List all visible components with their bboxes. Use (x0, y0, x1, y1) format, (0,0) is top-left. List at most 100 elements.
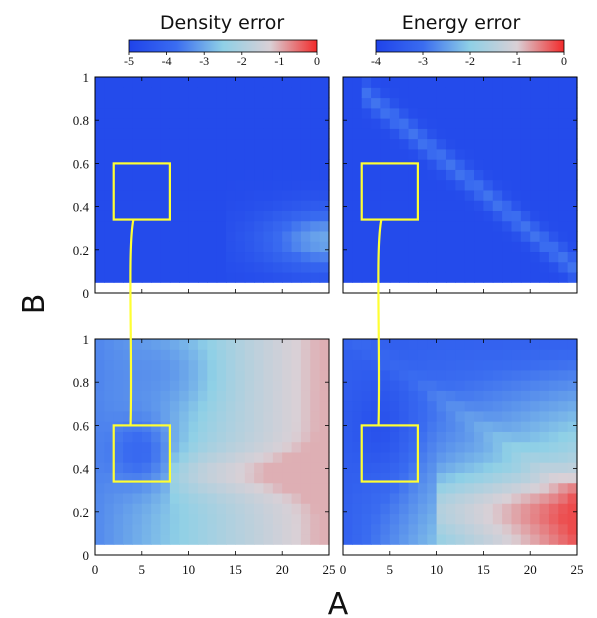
heatmap-cell (464, 210, 475, 222)
heatmap-cell (399, 210, 410, 222)
heatmap-cell (169, 169, 180, 181)
heatmap-cell (207, 210, 218, 222)
heatmap-cell (399, 138, 410, 150)
heatmap-cell (427, 271, 438, 283)
heatmap-cell (427, 441, 438, 453)
heatmap-cell (361, 380, 372, 391)
heatmap-cell (319, 492, 330, 504)
heatmap-cell (207, 107, 218, 119)
heatmap-cell (361, 431, 372, 443)
heatmap-cell (235, 77, 246, 88)
heatmap-cell (408, 441, 419, 453)
heatmap-cell (254, 462, 265, 473)
heatmap-cell (417, 503, 428, 515)
heatmap-cell (436, 369, 447, 381)
heatmap-cell (380, 482, 391, 494)
heatmap-cell (474, 200, 484, 211)
heatmap-cell (169, 421, 180, 432)
heatmap-cell (216, 472, 227, 484)
heatmap-cell (179, 230, 190, 242)
heatmap-cell (179, 503, 190, 515)
heatmap-cell (263, 179, 274, 191)
heatmap-cell (530, 451, 541, 463)
heatmap-cell (520, 159, 531, 170)
heatmap-cell (464, 189, 475, 201)
heatmap-cell (226, 523, 236, 535)
heatmap-cell (179, 431, 190, 443)
heatmap-cell (123, 271, 134, 283)
heatmap-cell (530, 390, 541, 402)
heatmap-cell (95, 400, 105, 412)
heatmap-cell (567, 77, 578, 88)
heatmap-cell (160, 523, 171, 535)
heatmap-cell (179, 107, 190, 119)
heatmap-cell (436, 390, 447, 402)
heatmap-cell (567, 200, 578, 211)
heatmap-cell (343, 107, 353, 119)
heatmap-cell (417, 482, 428, 494)
heatmap-cell (207, 251, 218, 263)
heatmap-cell (502, 148, 513, 160)
heatmap-cell (132, 359, 143, 371)
heatmap-cell (169, 251, 180, 263)
heatmap-cell (511, 441, 522, 453)
heatmap-cell (558, 369, 569, 381)
heatmap-cell (530, 533, 541, 545)
heatmap-cell (244, 339, 255, 350)
heatmap-cell (361, 200, 372, 211)
heatmap-cell (113, 410, 124, 422)
heatmap-cell (235, 390, 246, 402)
heatmap-cell (408, 241, 419, 253)
heatmap-cell (282, 179, 293, 191)
heatmap-cell (104, 369, 115, 381)
heatmap-cell (380, 241, 391, 253)
heatmap-cell (567, 369, 578, 381)
heatmap-cell (371, 431, 382, 443)
heatmap-cell (436, 230, 447, 242)
heatmap-cell (399, 472, 410, 484)
highlight-box (112, 162, 171, 221)
heatmap-cell (319, 138, 330, 150)
heatmap-cell (113, 421, 124, 432)
heatmap-cell (371, 441, 382, 453)
heatmap-cell (371, 472, 382, 484)
heatmap-cell (216, 431, 227, 443)
heatmap-cell (310, 261, 321, 273)
heatmap-cell (399, 400, 410, 412)
heatmap-cell (123, 390, 134, 402)
heatmap-cell (539, 271, 550, 283)
heatmap-cell (483, 451, 494, 463)
heatmap-cell (427, 503, 438, 515)
heatmap-cell (371, 339, 382, 350)
heatmap-cell (343, 220, 353, 232)
heatmap-cell (188, 410, 199, 422)
heatmap-cell (169, 400, 180, 412)
heatmap-cell (95, 492, 105, 504)
heatmap-cell (132, 482, 143, 494)
heatmap-cell (548, 421, 559, 432)
heatmap-cell (417, 271, 428, 283)
heatmap-cell (197, 159, 208, 170)
heatmap-cell (132, 107, 143, 119)
heatmap-cell (188, 159, 199, 170)
heatmap-cell (141, 503, 152, 515)
heatmap-cell (254, 523, 265, 535)
heatmap-cell (300, 359, 311, 371)
heatmap-cell (291, 421, 302, 432)
heatmap-cell (169, 200, 180, 211)
heatmap-cell (141, 118, 152, 129)
heatmap-cell (282, 369, 293, 381)
heatmap-cell (399, 492, 410, 504)
heatmap-cell (539, 441, 550, 453)
heatmap-cell (151, 138, 162, 150)
heatmap-cell (520, 533, 531, 545)
heatmap-cell (445, 523, 456, 535)
heatmap-cell (352, 523, 363, 535)
heatmap-cell (151, 369, 162, 381)
heatmap-cell (254, 118, 265, 129)
heatmap-cell (455, 400, 466, 412)
heatmap-cell (235, 271, 246, 283)
heatmap-cell (197, 523, 208, 535)
heatmap-cell (436, 431, 447, 443)
heatmap-cell (319, 462, 330, 473)
